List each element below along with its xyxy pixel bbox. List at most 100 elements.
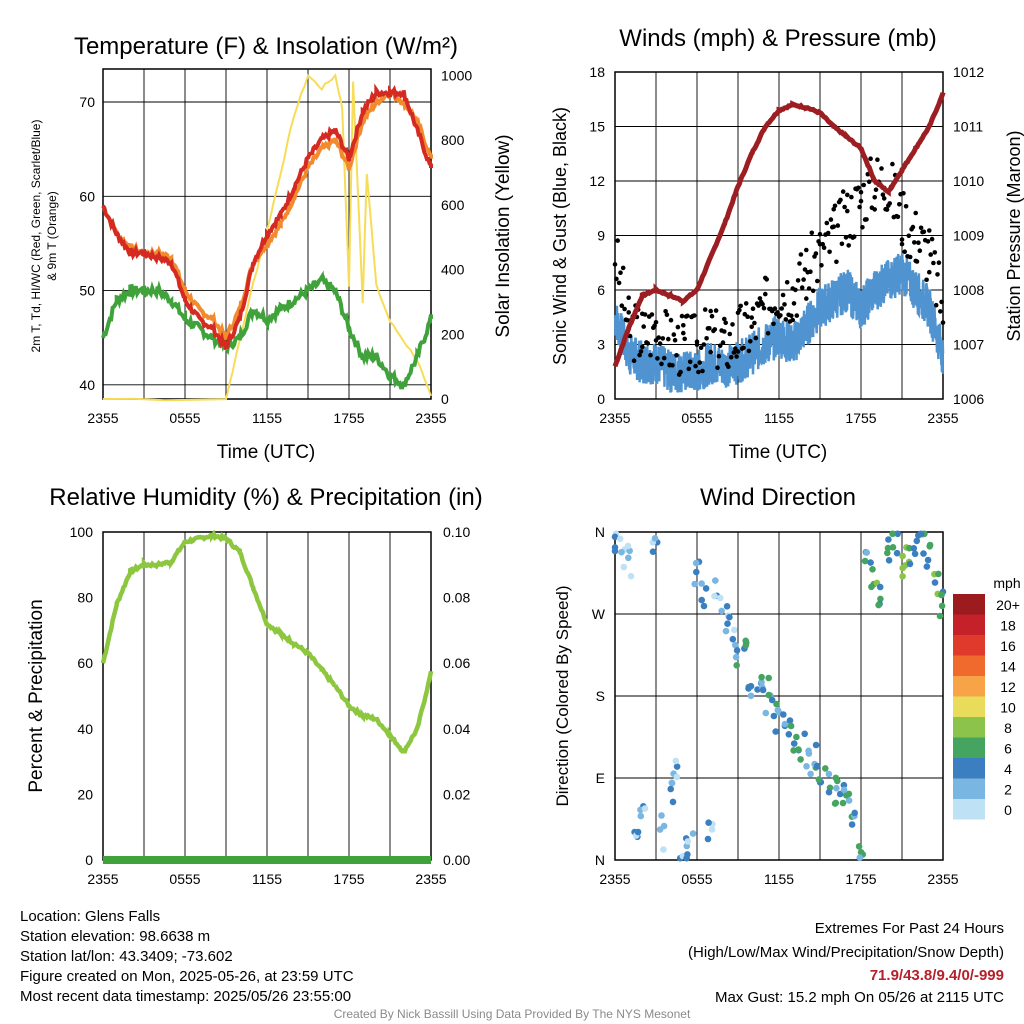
- gust-dot: [631, 358, 637, 364]
- legend-swatch: [953, 799, 985, 820]
- gust-dot: [782, 302, 787, 307]
- gust-dot: [917, 248, 923, 253]
- rh-panel: 2355 0555 1155 1755 2355 0 20 40 60 80 100 0.00 0.02…: [70, 524, 471, 887]
- wind-ytick-right: 1011: [953, 119, 983, 135]
- gust-dot: [928, 252, 933, 257]
- direction-dot: [733, 647, 741, 654]
- direction-dot: [781, 720, 789, 728]
- gust-dot: [925, 239, 931, 244]
- wind-ytick-right: 1006: [953, 391, 984, 407]
- dir-ylabel-left: Direction (Colored By Speed): [553, 585, 572, 806]
- direction-dot: [935, 570, 942, 578]
- gust-dot: [815, 278, 820, 284]
- gust-dot: [793, 287, 798, 293]
- gust-dot: [704, 336, 709, 341]
- gust-dot: [838, 197, 843, 203]
- legend-label: 14: [1000, 659, 1016, 675]
- gust-dot: [895, 214, 901, 220]
- direction-dot: [698, 580, 705, 587]
- gust-dot: [798, 252, 804, 257]
- gust-dot: [661, 355, 667, 361]
- direction-dot: [822, 765, 829, 772]
- gust-dot: [753, 335, 759, 341]
- direction-dot: [669, 798, 677, 806]
- gust-dot: [872, 207, 877, 212]
- gust-dot: [616, 280, 622, 286]
- gust-dot: [637, 352, 642, 358]
- wind-xlabel: Time (UTC): [729, 442, 828, 463]
- gust-dot: [858, 189, 864, 195]
- gust-dot: [678, 369, 683, 375]
- direction-dot: [786, 717, 794, 724]
- gust-dot: [700, 368, 705, 374]
- direction-dot: [758, 673, 765, 681]
- gust-dot: [860, 225, 865, 230]
- gust-dot: [693, 363, 698, 369]
- direction-dot: [692, 559, 700, 567]
- gust-dot: [764, 277, 769, 282]
- gust-dot: [642, 312, 648, 317]
- location-text: Location: Glens Falls: [20, 908, 161, 925]
- direction-dot: [718, 607, 725, 615]
- gust-dot: [640, 344, 645, 350]
- direction-dot: [731, 626, 738, 634]
- gust-dot: [825, 230, 831, 236]
- gust-dot: [902, 249, 907, 254]
- direction-dot: [843, 792, 850, 799]
- legend-title: mph: [993, 575, 1020, 591]
- gust-dot: [931, 260, 936, 266]
- rh-ytick-right: 0.10: [443, 524, 470, 540]
- legend-swatch: [953, 778, 985, 799]
- gust-dot: [801, 277, 806, 282]
- legend-swatch: [953, 655, 985, 676]
- gust-dot: [760, 301, 765, 307]
- gust-dot: [756, 303, 761, 308]
- gust-dot: [929, 236, 935, 242]
- direction-dot: [700, 602, 708, 610]
- gust-dot: [835, 223, 841, 228]
- gust-dot: [666, 336, 671, 342]
- latlon-text: Station lat/lon: 43.3409; -73.602: [20, 948, 233, 965]
- direction-dot: [758, 678, 765, 686]
- pressure-line: [612, 92, 946, 368]
- rh-line: [100, 529, 434, 754]
- direction-dot: [762, 709, 770, 717]
- elevation-text: Station elevation: 98.6638 m: [20, 928, 211, 945]
- gust-dot: [659, 361, 664, 367]
- gust-dot: [618, 270, 623, 276]
- gust-dot: [761, 305, 767, 311]
- dir-panel-title: Wind Direction: [700, 484, 856, 511]
- gust-dot: [897, 202, 902, 207]
- wind-ytick-right: 1008: [953, 282, 984, 298]
- wind-panel-title: Winds (mph) & Pressure (mb): [619, 25, 936, 52]
- direction-dot: [825, 788, 833, 796]
- direction-dot: [936, 612, 944, 620]
- direction-dot: [793, 733, 800, 741]
- gust-dot: [938, 309, 943, 314]
- gust-dot: [675, 324, 681, 330]
- gust-dot: [749, 315, 754, 320]
- direction-dot: [691, 580, 698, 588]
- direction-dot: [732, 653, 740, 661]
- gust-dot: [857, 204, 862, 210]
- dir-panel: 2355 0555 1155 1755 2355 N E S W N: [592, 524, 959, 887]
- speed-legend: mph 20+ 18 16 14 12 10 8 6 4 2 0: [953, 575, 1021, 820]
- direction-dot: [889, 530, 896, 538]
- direction-dot: [711, 592, 718, 600]
- gust-dot: [842, 204, 847, 210]
- gust-dot: [813, 251, 819, 256]
- gust-dot: [614, 276, 619, 282]
- direction-dot: [833, 784, 840, 792]
- gust-dot: [723, 320, 728, 326]
- direction-dot: [651, 535, 659, 542]
- max-gust-text: Max Gust: 15.2 mph On 05/26 at 2115 UTC: [714, 989, 1004, 1006]
- gust-dot: [924, 277, 929, 283]
- direction-dot: [726, 613, 733, 621]
- temp-ylabel-right: Solar Insolation (Yellow): [493, 134, 514, 337]
- gust-dot: [845, 192, 850, 198]
- direction-dot: [812, 741, 820, 749]
- direction-dot: [885, 536, 892, 543]
- wind-xtick-label: 2355: [927, 410, 958, 426]
- direction-dot: [848, 821, 856, 828]
- gust-dot: [622, 306, 627, 312]
